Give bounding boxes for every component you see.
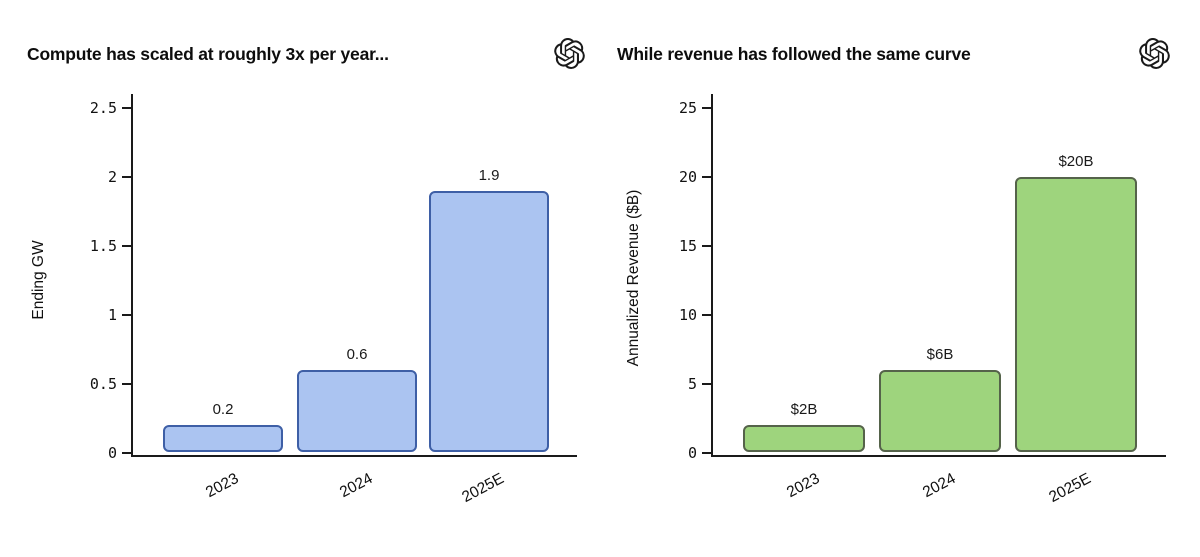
bar bbox=[879, 370, 1001, 452]
x-tick-label: 2023 bbox=[202, 470, 241, 502]
bar-value-label: $6B bbox=[926, 346, 954, 364]
bar-value-label: $20B bbox=[1058, 153, 1094, 170]
x-tick-label: 2024 bbox=[336, 470, 375, 502]
y-tick-label: 1.5 bbox=[89, 237, 117, 255]
y-tick-mark bbox=[122, 452, 131, 454]
chart-title-compute: Compute has scaled at roughly 3x per yea… bbox=[27, 44, 389, 64]
y-tick-mark bbox=[702, 383, 711, 385]
y-tick-mark bbox=[702, 452, 711, 454]
x-tick-label: 2023 bbox=[783, 470, 822, 502]
x-axis-spine bbox=[131, 455, 577, 457]
y-tick-mark bbox=[122, 383, 131, 385]
y-tick-mark bbox=[702, 176, 711, 178]
bar-value-label: 1.9 bbox=[478, 166, 500, 184]
bar bbox=[297, 370, 417, 452]
y-tick-label: 0 bbox=[107, 444, 117, 462]
openai-logo-icon bbox=[554, 38, 585, 69]
openai-logo-icon bbox=[1139, 38, 1170, 69]
y-axis-spine bbox=[131, 94, 133, 457]
bar-value-label: 0.6 bbox=[346, 346, 368, 364]
y-tick-mark bbox=[702, 314, 711, 316]
y-axis-spine bbox=[711, 94, 713, 457]
y-tick-label: 20 bbox=[678, 168, 697, 186]
x-tick-label: 2024 bbox=[919, 470, 958, 502]
y-tick-mark bbox=[122, 245, 131, 247]
bar bbox=[163, 425, 283, 452]
x-axis-spine bbox=[711, 455, 1166, 457]
bar bbox=[1015, 177, 1137, 452]
y-tick-mark bbox=[122, 314, 131, 316]
x-tick-label: 2025E bbox=[459, 470, 507, 507]
y-tick-label: 2 bbox=[107, 168, 117, 186]
y-tick-label: 10 bbox=[678, 306, 697, 324]
y-axis-label: Annualized Revenue ($B) bbox=[625, 189, 642, 367]
x-tick-label: 2025E bbox=[1046, 470, 1094, 507]
y-tick-label: 0 bbox=[687, 444, 697, 462]
y-tick-mark bbox=[122, 176, 131, 178]
chart-title-revenue: While revenue has followed the same curv… bbox=[617, 44, 971, 64]
y-tick-label: 15 bbox=[678, 237, 697, 255]
bar-value-label: $2B bbox=[790, 401, 818, 419]
y-tick-mark bbox=[122, 107, 131, 109]
bar bbox=[429, 190, 549, 452]
bar-value-label: 0.2 bbox=[212, 401, 234, 419]
y-tick-mark bbox=[702, 107, 711, 109]
y-tick-mark bbox=[702, 245, 711, 247]
y-tick-label: 1 bbox=[107, 306, 117, 324]
y-tick-label: 5 bbox=[687, 375, 697, 393]
y-tick-label: 25 bbox=[678, 99, 697, 117]
y-axis-label: Ending GW bbox=[30, 240, 47, 320]
bar bbox=[743, 425, 865, 452]
y-tick-label: 2.5 bbox=[89, 99, 117, 117]
y-tick-label: 0.5 bbox=[89, 375, 117, 393]
